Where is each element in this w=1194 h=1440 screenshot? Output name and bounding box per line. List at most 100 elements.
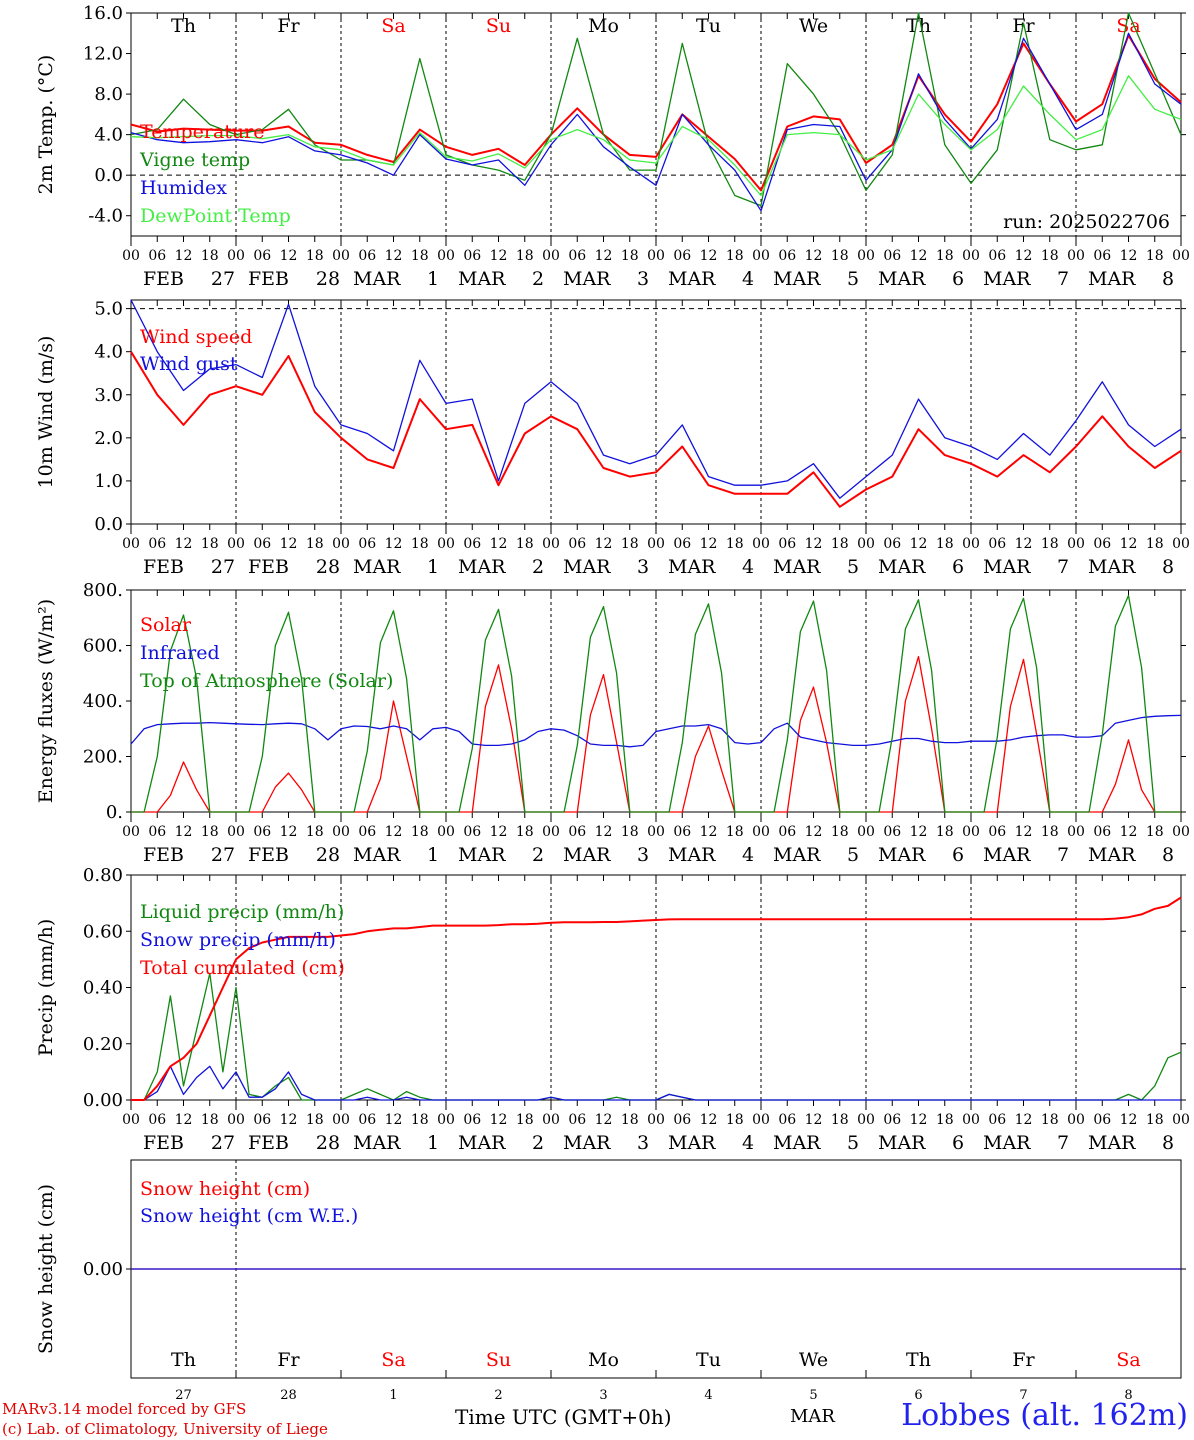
hour-label: 18 (831, 536, 849, 552)
panel-2-frame (130, 299, 1182, 525)
date-month-label: MAR (668, 1132, 716, 1154)
legend-entry: Total cumulated (cm) (140, 957, 345, 979)
hour-label: 12 (280, 248, 298, 264)
hour-label: 00 (332, 1112, 350, 1128)
hour-label: 00 (1067, 248, 1085, 264)
date-month-label: MAR (983, 844, 1031, 866)
hour-label: 06 (463, 1112, 481, 1128)
hour-label: 18 (306, 1112, 324, 1128)
hour-label: 06 (673, 248, 691, 264)
y-tick-label: 400. (83, 691, 123, 712)
hour-label: 06 (463, 536, 481, 552)
hour-label: 06 (568, 536, 586, 552)
hour-label: 12 (280, 1112, 298, 1128)
date-day-label: 7 (1057, 268, 1069, 290)
date-day-label: 7 (1057, 844, 1069, 866)
hour-label: 06 (1093, 536, 1111, 552)
hour-label: 00 (122, 536, 140, 552)
y-tick-label: 0.60 (83, 921, 123, 942)
hour-label: 00 (542, 1112, 560, 1128)
hour-label: 18 (621, 536, 639, 552)
date-month-label: MAR (773, 1132, 821, 1154)
hour-label: 06 (778, 536, 796, 552)
hour-label: 12 (700, 1112, 718, 1128)
date-month-label: MAR (458, 1132, 506, 1154)
hour-label: 00 (542, 824, 560, 840)
day-number-label: 8 (1124, 1388, 1132, 1403)
day-number-label: 2 (494, 1388, 502, 1403)
hour-label: 06 (883, 248, 901, 264)
day-number-label: 28 (280, 1388, 297, 1403)
hour-label: 12 (490, 824, 508, 840)
y-tick-label: 0.40 (83, 978, 123, 999)
hour-label: 18 (621, 1112, 639, 1128)
day-number-label: 5 (809, 1388, 817, 1403)
hour-label: 00 (857, 1112, 875, 1128)
day-name-label: Mo (588, 15, 619, 37)
hour-label: 00 (1172, 1112, 1190, 1128)
hour-label: 00 (437, 824, 455, 840)
hour-label: 00 (227, 536, 245, 552)
hour-label: 06 (148, 1112, 166, 1128)
hour-label: 00 (752, 1112, 770, 1128)
hour-label: 12 (595, 824, 613, 840)
day-name-label: Su (486, 15, 511, 37)
day-number-label: 1 (389, 1388, 397, 1403)
hour-label: 00 (332, 824, 350, 840)
month-label: MAR (790, 1406, 835, 1427)
hour-label: 18 (936, 824, 954, 840)
date-month-label: MAR (353, 844, 401, 866)
date-day-label: 4 (742, 1132, 754, 1154)
hour-label: 00 (752, 536, 770, 552)
hour-label: 06 (253, 824, 271, 840)
hour-label: 06 (253, 536, 271, 552)
series-line-1-1 (130, 34, 1182, 192)
hour-label: 18 (516, 824, 534, 840)
hour-label: 18 (516, 536, 534, 552)
series-line-1-3 (130, 32, 1182, 212)
legend-entry: Snow height (cm) (140, 1178, 310, 1200)
day-name-label: We (799, 1349, 828, 1371)
y-tick-label: -4.0 (88, 206, 123, 227)
date-day-label: 28 (316, 1132, 340, 1154)
y-tick-label: 0.00 (83, 1090, 123, 1111)
day-name-label: Mo (588, 1349, 619, 1371)
day-name-label: Su (486, 1349, 511, 1371)
date-month-label: FEB (143, 1132, 184, 1154)
y-tick-label: 0.0 (94, 165, 123, 186)
y-tick-label: 0.80 (83, 865, 123, 886)
hour-label: 12 (385, 248, 403, 264)
hour-label: 18 (306, 248, 324, 264)
hour-label: 18 (201, 536, 219, 552)
series-line-1-4 (130, 75, 1182, 197)
date-month-label: FEB (248, 1132, 289, 1154)
hour-label: 06 (673, 824, 691, 840)
date-month-label: MAR (983, 556, 1031, 578)
hour-label: 12 (1015, 248, 1033, 264)
y-tick-label: 0. (106, 802, 123, 823)
hour-label: 18 (1041, 1112, 1059, 1128)
date-month-label: MAR (1088, 556, 1136, 578)
legend-entry: Snow precip (mm/h) (140, 929, 336, 951)
date-month-label: MAR (563, 268, 611, 290)
date-month-label: MAR (458, 556, 506, 578)
y-tick-label: 12.0 (83, 44, 123, 65)
legend-entry: Humidex (140, 177, 227, 199)
hour-label: 18 (411, 248, 429, 264)
hour-label: 12 (490, 536, 508, 552)
hour-label: 06 (778, 824, 796, 840)
date-day-label: 3 (637, 1132, 649, 1154)
hour-label: 00 (647, 248, 665, 264)
hour-label: 06 (988, 536, 1006, 552)
date-day-label: 7 (1057, 556, 1069, 578)
hour-label: 18 (201, 1112, 219, 1128)
hour-label: 06 (883, 1112, 901, 1128)
date-month-label: MAR (878, 844, 926, 866)
hour-label: 12 (490, 248, 508, 264)
hour-label: 12 (1015, 1112, 1033, 1128)
hour-label: 12 (700, 248, 718, 264)
date-month-label: MAR (563, 556, 611, 578)
hour-label: 12 (1015, 536, 1033, 552)
hour-label: 18 (1146, 824, 1164, 840)
